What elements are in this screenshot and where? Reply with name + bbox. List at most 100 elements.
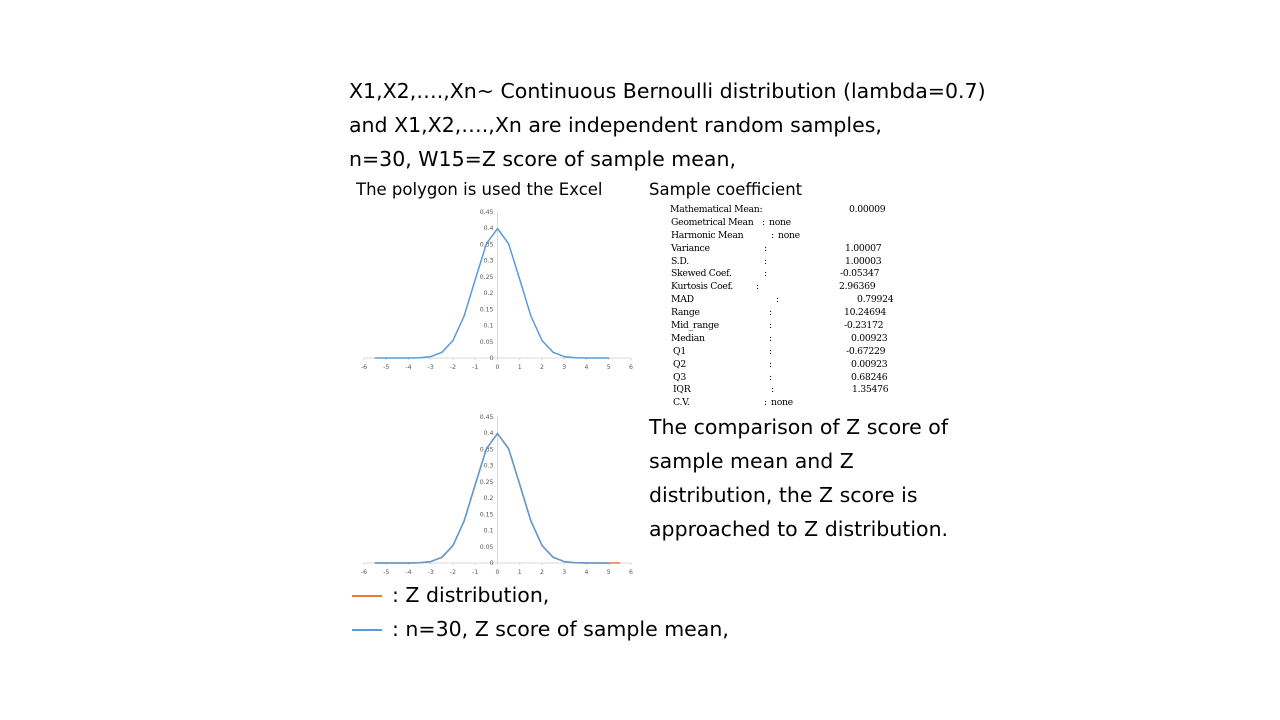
y-tick-label: 0.45 [480,414,494,421]
data-point [541,544,543,547]
stat-separator: : [764,397,767,409]
sample-mean-polygon-chart: -6 -5 -4 -3 -2 -1 0 1 2 3 4 5 6 0 0.05 0.1 0.15 0.2 0.25 0.… [361,209,633,371]
legend-line-blue [352,629,382,631]
stat-separator: : [769,332,772,344]
header-line-3: n=30, W15=Z score of sample mean, [349,147,736,171]
data-point [430,560,432,563]
stat-row-mid-range: Mid_range : -0.23172 [670,320,930,333]
data-point [374,562,376,564]
y-tick-label: 0.2 [484,495,494,502]
x-tick-label: 3 [562,364,566,371]
x-tick-label: 5 [607,364,611,371]
stat-row-skewed-coef: Skewed Coef. : -0.05347 [670,268,930,281]
stat-row-q2: Q2 : 0.00923 [670,359,930,372]
stat-value: none [769,216,791,228]
data-point [508,243,510,245]
y-tick-label: 0.1 [484,528,494,535]
x-tick-label: -5 [383,569,389,576]
stat-separator: : [764,255,767,267]
stat-separator: : [769,358,772,370]
data-point [463,520,465,522]
stat-label: Harmonic Mean [671,229,744,241]
data-point [619,562,621,564]
stat-separator: : [776,294,779,306]
x-tick-label: 4 [585,364,589,371]
stat-row-sd: S.D. : 1.00003 [670,256,930,269]
stat-value: 0.00923 [851,332,888,344]
stat-row-geometrical-mean: Geometrical Mean : none [670,217,930,230]
stat-separator: : [769,307,772,319]
data-point [563,355,565,358]
stat-separator: : [771,384,774,396]
stat-value: 1.35476 [852,384,889,396]
x-tick-label: 2 [540,569,544,576]
stat-label: Median [671,332,705,344]
data-point [608,562,610,564]
data-point [519,278,521,281]
comparison-line-1: The comparison of Z score of [649,415,949,439]
x-tick-label: 5 [607,569,611,576]
stat-label: Variance [671,242,710,254]
data-point [519,483,521,486]
comparison-line-2: sample mean and Z [649,449,854,473]
header-line-2: and X1,X2,….,Xn are independent random s… [349,113,882,137]
data-point [385,562,387,564]
y-tick-label: 0.1 [484,323,494,330]
stat-value: none [771,397,793,409]
legend-label: : Z distribution, [392,583,550,607]
stat-label: MAD [671,294,694,306]
stat-label: Mathematical Mean: [670,204,763,215]
y-tick-label: 0.25 [480,479,494,486]
comparison-polygon-chart: -6 -5 -4 -3 -2 -1 0 1 2 3 4 5 6 0 0.05 0.1 0.15 0.2 0.25 0.… [361,414,633,576]
stat-row-q3: Q3 : 0.68246 [670,372,930,385]
series-line-2 [375,432,609,564]
stat-separator: : [756,281,759,293]
x-tick-label: -6 [361,364,367,371]
stat-label: C.V. [673,397,690,409]
data-point [552,351,554,353]
stat-label: IQR [673,384,691,396]
stat-value: 0.79924 [857,294,894,306]
stat-value: 0.00009 [849,204,886,215]
y-tick-label: 0.05 [480,544,494,551]
data-point [496,432,499,435]
comparison-line-3: distribution, the Z score is [649,483,918,507]
header-text: X1,X2,….,Xn~ Continuous Bernoulli distri… [349,74,989,176]
stat-value: 1.00007 [845,242,882,254]
stat-row-q1: Q1 : -0.67229 [670,346,930,359]
data-point [474,483,476,486]
data-point [508,448,510,450]
stat-separator: : [769,320,772,332]
data-point [419,357,421,359]
stat-label: Q3 [673,371,686,383]
x-tick-label: 2 [540,364,544,371]
y-tick-label: 0.3 [484,463,494,470]
data-point [407,357,410,359]
series-line-1 [375,227,609,359]
x-tick-label: -1 [472,569,478,576]
data-point [597,357,599,359]
x-tick-label: 0 [496,364,500,371]
data-point [608,357,610,359]
stat-label: Geometrical Mean [671,216,754,228]
data-point [563,560,565,563]
y-tick-label: 0.45 [480,209,494,216]
x-tick-label: 6 [629,364,633,371]
x-tick-label: 6 [629,569,633,576]
stat-separator: : [764,268,767,280]
stat-value: 0.68246 [851,371,888,383]
stat-row-harmonic-mean: Harmonic Mean : none [670,230,930,243]
stat-label: Skewed Coef. [671,268,732,280]
stat-value: 1.00003 [845,255,882,267]
x-tick-label: 1 [518,569,522,576]
data-point [574,562,576,564]
data-point [574,357,576,359]
x-tick-label: 1 [518,364,522,371]
stat-separator: : [764,242,767,254]
data-point [374,357,376,359]
x-tick-label: -2 [450,569,456,576]
data-point [407,562,410,564]
data-point [496,227,499,230]
stat-label: S.D. [671,255,689,267]
sample-coefficient-table: Mathematical Mean: 0.00009 Geometrical M… [670,204,930,410]
